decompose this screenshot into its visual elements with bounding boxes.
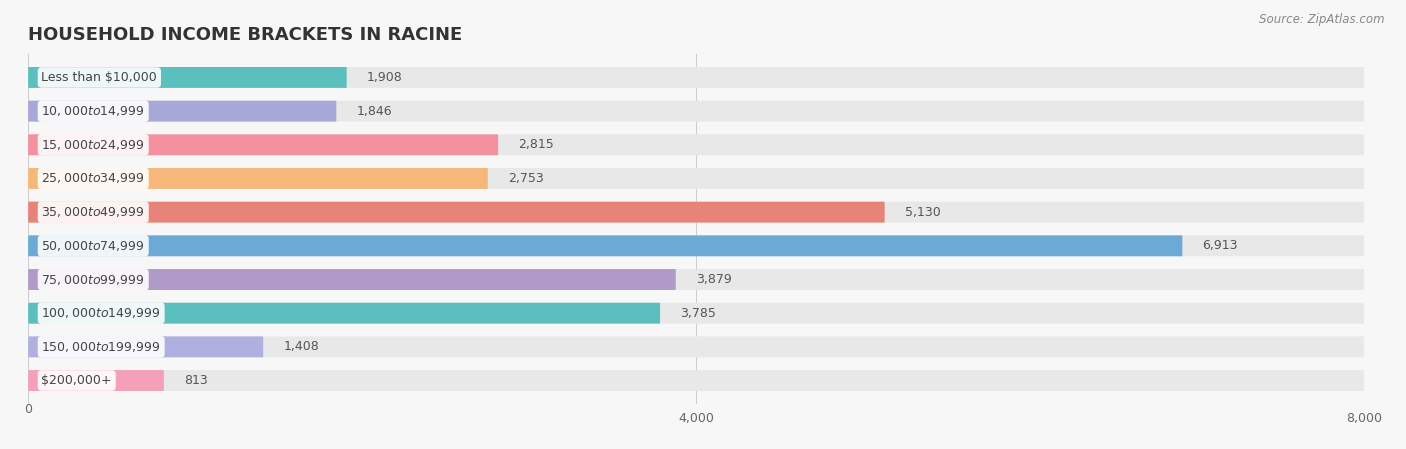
Text: HOUSEHOLD INCOME BRACKETS IN RACINE: HOUSEHOLD INCOME BRACKETS IN RACINE (28, 26, 463, 44)
Text: $35,000 to $49,999: $35,000 to $49,999 (42, 205, 145, 219)
FancyBboxPatch shape (28, 202, 884, 223)
FancyBboxPatch shape (28, 370, 1364, 391)
FancyBboxPatch shape (28, 235, 1364, 256)
Text: 3,879: 3,879 (696, 273, 731, 286)
FancyBboxPatch shape (28, 336, 1364, 357)
Text: 3,785: 3,785 (681, 307, 716, 320)
FancyBboxPatch shape (28, 67, 1364, 88)
Text: 6,913: 6,913 (1202, 239, 1237, 252)
FancyBboxPatch shape (28, 202, 1364, 223)
Text: $200,000+: $200,000+ (42, 374, 112, 387)
Text: $10,000 to $14,999: $10,000 to $14,999 (42, 104, 145, 118)
Text: 1,846: 1,846 (356, 105, 392, 118)
Text: $150,000 to $199,999: $150,000 to $199,999 (42, 340, 160, 354)
FancyBboxPatch shape (28, 67, 347, 88)
Text: $15,000 to $24,999: $15,000 to $24,999 (42, 138, 145, 152)
FancyBboxPatch shape (28, 168, 488, 189)
Text: $25,000 to $34,999: $25,000 to $34,999 (42, 172, 145, 185)
Text: 0: 0 (24, 404, 32, 416)
FancyBboxPatch shape (28, 168, 1364, 189)
Text: 1,408: 1,408 (283, 340, 319, 353)
Text: 2,753: 2,753 (508, 172, 544, 185)
Text: Less than $10,000: Less than $10,000 (42, 71, 157, 84)
FancyBboxPatch shape (28, 235, 1182, 256)
Text: $100,000 to $149,999: $100,000 to $149,999 (42, 306, 160, 320)
Text: 1,908: 1,908 (367, 71, 402, 84)
Text: $50,000 to $74,999: $50,000 to $74,999 (42, 239, 145, 253)
Text: 2,815: 2,815 (519, 138, 554, 151)
FancyBboxPatch shape (28, 269, 1364, 290)
FancyBboxPatch shape (28, 303, 1364, 324)
FancyBboxPatch shape (28, 134, 1364, 155)
Text: 813: 813 (184, 374, 208, 387)
FancyBboxPatch shape (28, 370, 165, 391)
FancyBboxPatch shape (28, 101, 336, 122)
Text: $75,000 to $99,999: $75,000 to $99,999 (42, 273, 145, 286)
FancyBboxPatch shape (28, 101, 1364, 122)
FancyBboxPatch shape (28, 269, 676, 290)
FancyBboxPatch shape (28, 336, 263, 357)
Text: Source: ZipAtlas.com: Source: ZipAtlas.com (1260, 13, 1385, 26)
FancyBboxPatch shape (28, 303, 659, 324)
Text: 5,130: 5,130 (904, 206, 941, 219)
FancyBboxPatch shape (28, 134, 498, 155)
